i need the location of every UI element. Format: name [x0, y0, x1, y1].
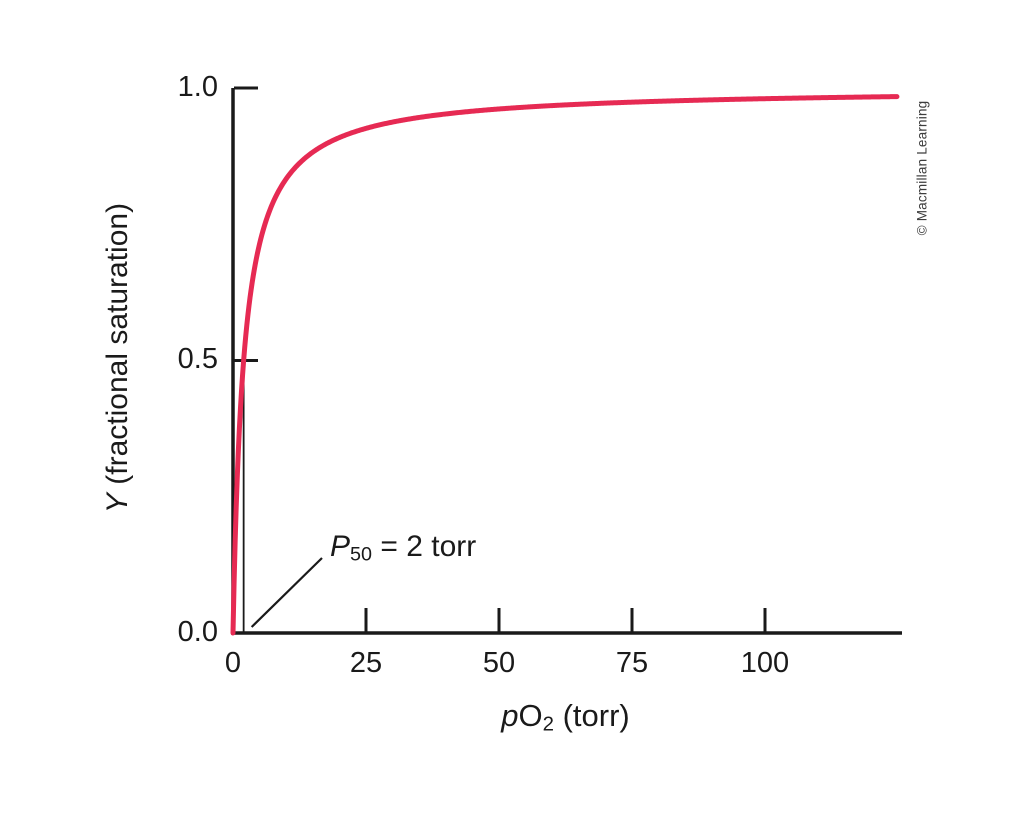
x-axis-unit: (torr) — [553, 698, 630, 733]
x-tick-label-100: 100 — [740, 647, 790, 679]
p50-value: = 2 torr — [372, 530, 477, 563]
p50-symbol: P — [330, 530, 351, 563]
x-axis-subscript: 2 — [542, 712, 554, 736]
p50-annotation: P50 = 2 torr — [330, 530, 476, 564]
annotation-leader-line — [250, 557, 323, 628]
y-tick-label-1.0: 1.0 — [177, 71, 218, 103]
x-tick-label-0: 0 — [224, 647, 242, 679]
y-axis-symbol: Y — [101, 493, 134, 514]
y-tick-label-0.0: 0.0 — [177, 616, 218, 648]
x-axis-title: pO2 (torr) — [233, 698, 898, 734]
y-axis-title-rest: (fractional saturation) — [101, 202, 134, 494]
y-axis-title: Y (fractional saturation) — [101, 203, 135, 513]
oxygen-binding-curve — [230, 94, 900, 636]
x-tick-label-75: 75 — [615, 647, 649, 679]
copyright-credit: © Macmillan Learning — [914, 100, 930, 236]
x-tick-label-25: 25 — [349, 647, 383, 679]
p50-subscript: 50 — [350, 543, 373, 566]
x-axis-symbol-O: O — [518, 698, 543, 733]
y-tick-label-0.5: 0.5 — [177, 343, 218, 375]
x-axis-symbol-p: p — [501, 698, 519, 733]
x-tick-label-50: 50 — [482, 647, 516, 679]
